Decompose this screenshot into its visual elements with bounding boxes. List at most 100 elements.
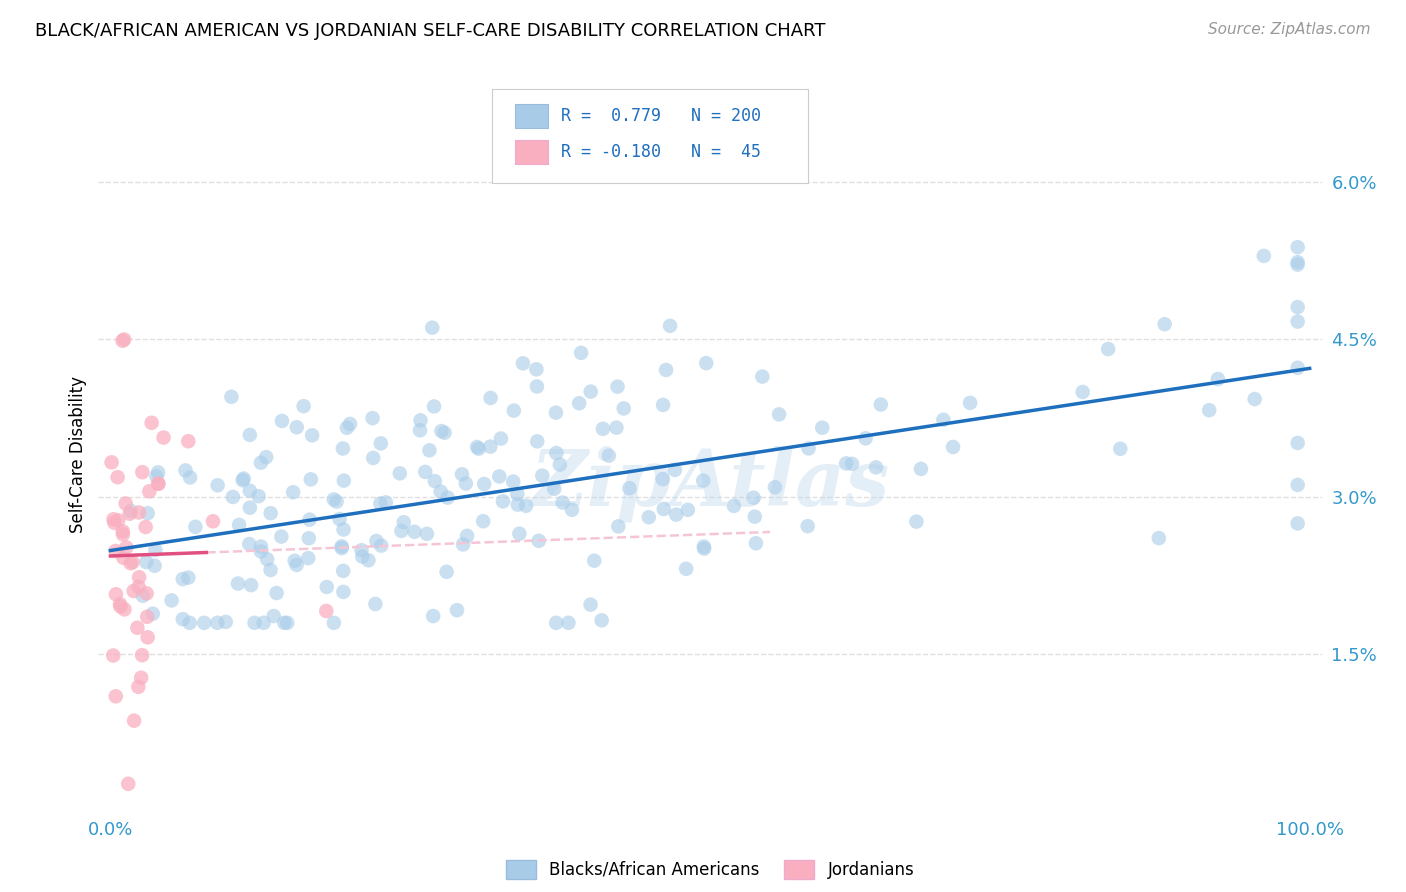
Point — [107, 470, 129, 484]
Point — [330, 541, 353, 555]
Point — [254, 450, 277, 464]
Point — [239, 428, 262, 442]
Point — [676, 503, 699, 517]
Point — [184, 520, 207, 534]
Point — [253, 615, 276, 630]
Point — [111, 527, 134, 541]
Point — [361, 411, 384, 425]
Point — [695, 356, 717, 370]
Point — [104, 587, 127, 601]
Point — [240, 578, 263, 592]
Point — [607, 519, 630, 533]
Point — [1286, 258, 1309, 272]
Point — [543, 482, 565, 496]
Point — [172, 612, 194, 626]
Point — [332, 564, 354, 578]
Point — [744, 509, 766, 524]
Point — [526, 434, 548, 449]
Point — [104, 690, 127, 704]
Point — [179, 615, 201, 630]
Point — [131, 648, 153, 663]
Point — [263, 609, 285, 624]
Point — [512, 356, 534, 370]
Y-axis label: Self-Care Disability: Self-Care Disability — [69, 376, 87, 533]
Point — [232, 473, 254, 487]
Point — [332, 442, 354, 456]
Point — [606, 379, 628, 393]
Point — [409, 413, 432, 427]
Point — [179, 470, 201, 484]
Point — [232, 472, 254, 486]
Point — [546, 615, 568, 630]
Point — [768, 408, 790, 422]
Point — [1286, 300, 1309, 314]
Point — [370, 539, 392, 553]
Point — [131, 465, 153, 479]
Point — [259, 506, 281, 520]
Point — [118, 507, 141, 521]
Point — [1286, 478, 1309, 492]
Point — [112, 333, 135, 347]
Point — [910, 462, 932, 476]
Point — [1097, 342, 1119, 356]
Point — [215, 615, 238, 629]
Point — [121, 555, 143, 569]
Point — [551, 495, 574, 509]
Point — [568, 396, 591, 410]
Point — [742, 491, 765, 505]
Point — [108, 597, 131, 611]
Point — [297, 551, 319, 566]
Point — [446, 603, 468, 617]
Point — [420, 320, 443, 334]
Point — [138, 484, 160, 499]
Point — [569, 346, 592, 360]
Point — [114, 496, 136, 510]
Point — [472, 514, 495, 528]
Point — [423, 474, 446, 488]
Point — [160, 593, 183, 607]
Point — [392, 516, 415, 530]
Point — [1147, 531, 1170, 545]
Point — [333, 474, 356, 488]
Point — [315, 580, 337, 594]
Point — [456, 529, 478, 543]
Point — [207, 478, 229, 492]
Point — [284, 554, 307, 568]
Point — [1243, 392, 1265, 406]
Point — [374, 495, 396, 509]
Point — [127, 680, 149, 694]
Point — [273, 615, 295, 630]
Point — [256, 552, 278, 566]
Point — [436, 565, 458, 579]
Point — [226, 576, 249, 591]
Point — [451, 467, 474, 482]
Point — [285, 558, 308, 572]
Point — [201, 514, 224, 528]
Point — [488, 469, 510, 483]
Point — [143, 558, 166, 573]
Point — [132, 589, 155, 603]
Point — [508, 526, 530, 541]
Point — [370, 496, 392, 510]
Point — [222, 490, 245, 504]
Point — [579, 598, 602, 612]
Point — [1286, 315, 1309, 329]
Point — [330, 539, 353, 553]
Point — [142, 607, 165, 621]
Point — [128, 580, 150, 594]
Point — [557, 615, 579, 630]
Point — [285, 420, 308, 434]
Point — [146, 466, 169, 480]
Point — [579, 384, 602, 399]
Point — [127, 621, 149, 635]
Point — [561, 503, 583, 517]
Text: BLACK/AFRICAN AMERICAN VS JORDANIAN SELF-CARE DISABILITY CORRELATION CHART: BLACK/AFRICAN AMERICAN VS JORDANIAN SELF… — [35, 22, 825, 40]
Point — [1071, 384, 1094, 399]
Point — [135, 520, 157, 534]
Point — [1286, 516, 1309, 531]
Point — [869, 398, 891, 412]
Point — [527, 533, 550, 548]
Point — [1109, 442, 1132, 456]
Point — [422, 609, 444, 624]
Point — [1198, 403, 1220, 417]
